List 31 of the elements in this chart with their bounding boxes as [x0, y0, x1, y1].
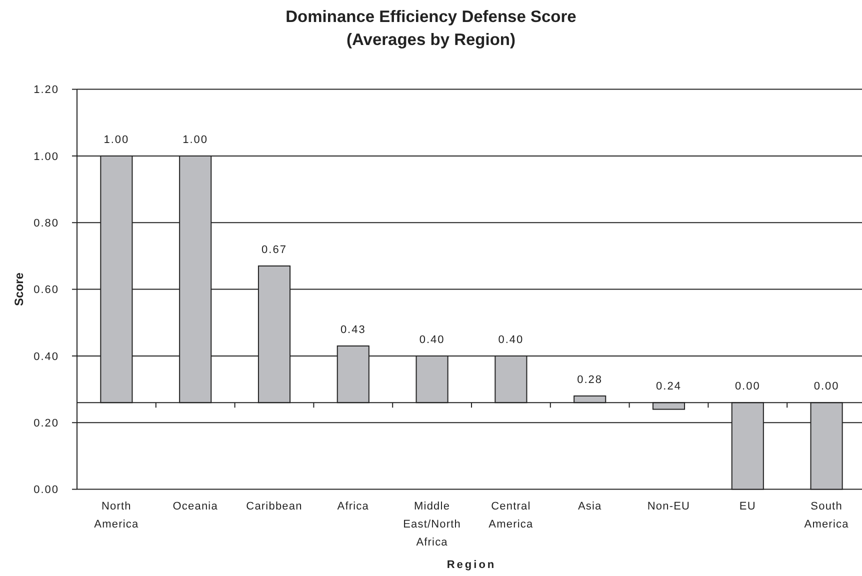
data-label: 0.40	[498, 334, 524, 346]
data-label: 0.28	[577, 374, 603, 386]
x-tick-label: EU	[739, 500, 756, 512]
x-tick-label: Caribbean	[246, 500, 302, 512]
data-label: 0.00	[734, 380, 760, 393]
y-tick-label: 0.40	[34, 350, 59, 363]
data-label: 1.00	[182, 134, 208, 146]
data-label: 1.00	[104, 134, 130, 146]
x-tick-label: Middle East/North Africa	[403, 500, 462, 548]
data-label: 0.43	[340, 324, 366, 336]
x-tick-label: Asia	[578, 500, 602, 512]
x-tick-label: Oceania	[172, 500, 218, 512]
chart-title: Dominance Efficiency Defense Score	[286, 8, 576, 26]
data-label: 0.67	[262, 244, 287, 256]
x-tick-label: Africa	[337, 500, 370, 512]
y-axis-title: Score	[12, 272, 26, 306]
x-tick-label: Non-EU	[647, 500, 690, 512]
y-tick-label: 0.80	[34, 217, 59, 230]
y-tick-label: 0.20	[34, 417, 59, 430]
data-label: 0.24	[656, 380, 682, 393]
x-tick-label: South America	[804, 500, 850, 530]
y-tick-label: 1.20	[34, 84, 59, 96]
y-tick-label: 1.00	[34, 150, 59, 163]
chart-subtitle: (Averages by Region)	[346, 31, 516, 49]
x-axis-title: Region	[446, 559, 496, 571]
data-label: 0.00	[814, 380, 840, 393]
y-tick-label: 0.00	[34, 484, 59, 496]
x-tick-label: Central America	[488, 500, 534, 530]
x-tick-label: North America	[94, 500, 139, 530]
y-tick-label: 0.60	[34, 284, 59, 296]
data-label: 0.40	[419, 334, 445, 346]
